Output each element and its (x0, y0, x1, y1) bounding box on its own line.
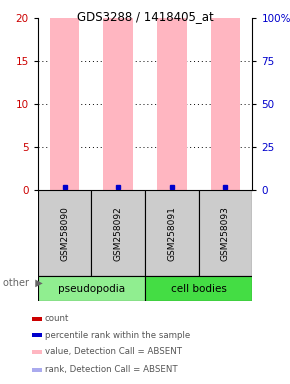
Text: count: count (45, 314, 69, 323)
Bar (145, 190, 199, 276)
Bar (32, 317, 42, 321)
Text: rank, Detection Call = ABSENT: rank, Detection Call = ABSENT (45, 365, 177, 374)
Bar (91, 190, 145, 276)
Bar (32, 333, 42, 337)
Bar (50, 18, 79, 190)
Text: pseudopodia: pseudopodia (58, 284, 125, 294)
Text: GSM258093: GSM258093 (221, 206, 230, 261)
Bar (38, 276, 145, 301)
Bar (145, 276, 252, 301)
Text: value, Detection Call = ABSENT: value, Detection Call = ABSENT (45, 347, 182, 356)
Text: percentile rank within the sample: percentile rank within the sample (45, 331, 190, 340)
Bar (157, 18, 186, 190)
Bar (32, 350, 42, 354)
Bar (38, 190, 91, 276)
Bar (104, 18, 133, 190)
Bar (32, 367, 42, 372)
Bar (211, 18, 240, 190)
Text: GSM258092: GSM258092 (114, 206, 123, 261)
Bar (199, 190, 252, 276)
Text: cell bodies: cell bodies (171, 284, 226, 294)
Text: other  ▶: other ▶ (3, 278, 43, 288)
Text: GSM258090: GSM258090 (60, 206, 69, 261)
Text: GSM258091: GSM258091 (167, 206, 176, 261)
Text: GDS3288 / 1418405_at: GDS3288 / 1418405_at (77, 10, 213, 23)
